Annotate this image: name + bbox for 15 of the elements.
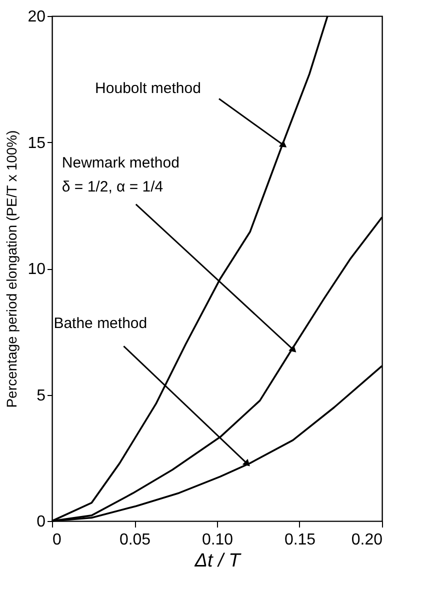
y-axis-title: Percentage period elongation (PE/T x 100%) [4, 130, 20, 408]
x-tick-label: 0 [52, 532, 62, 548]
y-tick-label: 15 [28, 134, 46, 152]
y-tick-label: 20 [28, 8, 46, 26]
x-tick-label: 0.05 [119, 532, 151, 548]
y-tick-label: 10 [28, 261, 46, 278]
x-tick-label: 0.10 [202, 532, 234, 548]
annotation: Newmark method δ = 1/2, α = 1/4 [62, 154, 180, 196]
x-tick-label: 0.15 [284, 532, 316, 548]
y-tick-label: 0 [36, 514, 46, 530]
annotation: Houbolt method [95, 80, 201, 97]
x-tick-label: 0.20 [351, 532, 383, 548]
annotation: Bathe method [54, 315, 148, 332]
x-axis-title: Δt / T [194, 550, 242, 572]
y-tick-label: 5 [36, 387, 46, 404]
